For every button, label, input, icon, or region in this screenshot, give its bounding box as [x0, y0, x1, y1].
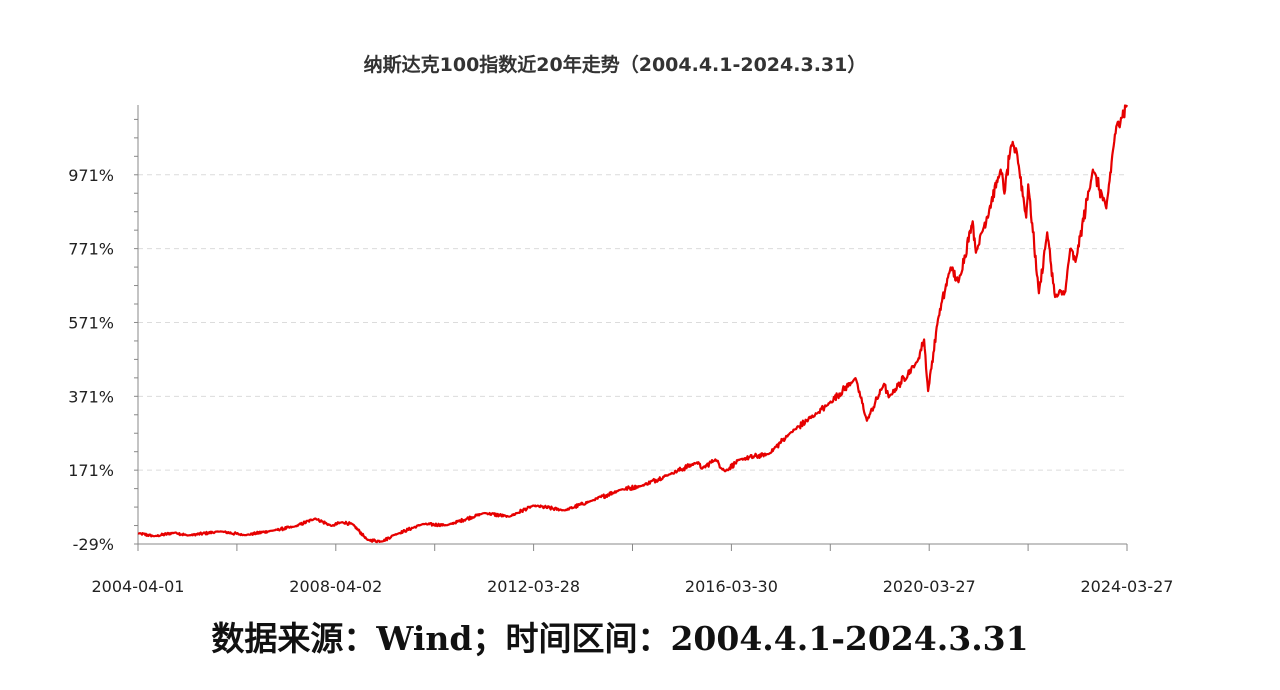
- x-tick-label: 2024-03-27: [1081, 577, 1174, 596]
- x-tick-label: 2012-03-28: [487, 577, 580, 596]
- y-tick-label: 171%: [68, 461, 114, 480]
- x-tick-label: 2004-04-01: [92, 577, 185, 596]
- x-tick-label: 2008-04-02: [289, 577, 382, 596]
- x-tick-label: 2020-03-27: [883, 577, 976, 596]
- y-tick-labels: -29% 171% 371% 571% 771% 971%: [68, 166, 114, 554]
- x-tick-labels: 2004-04-01 2008-04-02 2012-03-28 2016-03-30…: [92, 577, 1174, 596]
- axes: [134, 105, 1128, 551]
- series-line: [137, 104, 1129, 544]
- y-tick-label: 971%: [68, 166, 114, 185]
- y-tick-label: 771%: [68, 240, 114, 259]
- y-tick-label: 371%: [68, 387, 114, 406]
- x-tick-label: 2016-03-30: [685, 577, 778, 596]
- series-layer: [137, 104, 1129, 544]
- y-tick-label: 571%: [68, 313, 114, 332]
- source-note: 数据来源：Wind；时间区间：2004.4.1-2024.3.31: [211, 619, 1029, 658]
- gridlines: [138, 174, 1127, 471]
- y-tick-label: -29%: [73, 535, 114, 554]
- chart-title: 纳斯达克100指数近20年走势（2004.4.1-2024.3.31）: [363, 54, 867, 76]
